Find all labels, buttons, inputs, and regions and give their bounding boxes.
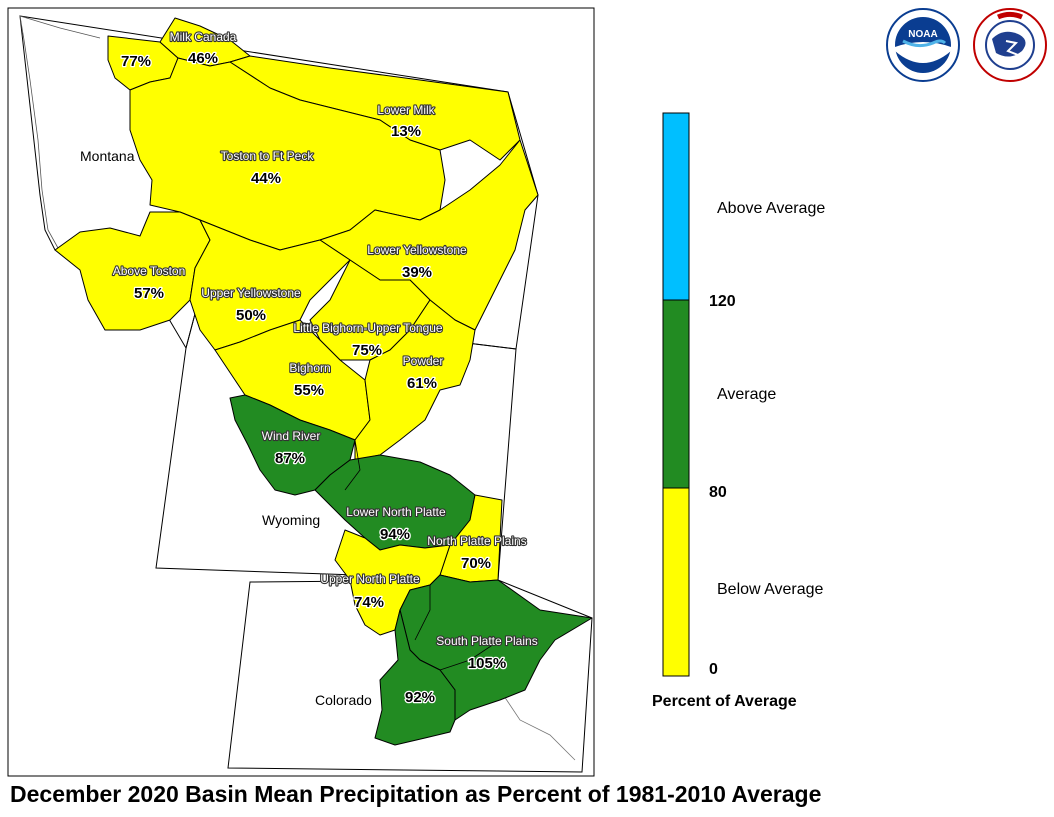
basin-pct-little-bighorn: 75%: [352, 342, 382, 359]
basin-pct-south-platte-plains: 105%: [468, 655, 506, 672]
legend-label-average: Average: [717, 386, 776, 403]
basin-pct-lower-yellowstone: 39%: [402, 264, 432, 281]
legend-break-120: 120: [709, 293, 736, 310]
basin-name-lower-milk: Lower Milk: [377, 103, 435, 117]
legend-break-80: 80: [709, 484, 727, 501]
basin-name-milk-canada: Milk Canada: [170, 30, 237, 44]
basin-name-upper-north-platte: Upper North Platte: [320, 572, 420, 586]
basin-name-north-platte-plains: North Platte Plains: [427, 534, 526, 548]
noaa-logo-text: NOAA: [908, 29, 937, 40]
basin-name-toston-ft-peck: Toston to Ft Peck: [221, 149, 315, 163]
basin-labels: 77% Milk Canada 46% Lower Milk 13% Tosto…: [112, 29, 539, 707]
state-label-montana: Montana: [80, 148, 135, 164]
basin-pct-lower-north-platte: 94%: [380, 526, 410, 543]
basin-pct-upper-north-platte: 74%: [354, 594, 384, 611]
basin-pct-above-toston: 57%: [134, 285, 164, 302]
montana-detail: [19, 15, 101, 249]
nws-logo: [973, 8, 1047, 82]
basin-pct-bighorn: 55%: [294, 382, 324, 399]
basin-powder[interactable]: [354, 299, 476, 461]
basin-pct-upper-yellowstone: 50%: [236, 307, 266, 324]
legend-swatch-above: [662, 112, 690, 301]
noaa-logo: NOAA: [886, 8, 960, 82]
legend-break-0: 0: [709, 661, 718, 678]
basin-name-lower-north-platte: Lower North Platte: [346, 505, 446, 519]
basin-pct-powder: 61%: [407, 375, 437, 392]
basin-pct-toston-ft-peck: 44%: [251, 170, 281, 187]
basin-pct-north-platte-plains: 70%: [461, 555, 491, 572]
state-label-colorado: Colorado: [315, 692, 372, 708]
nws-logo-ring: [997, 12, 1023, 20]
state-label-wyoming: Wyoming: [262, 512, 320, 528]
legend-title: Percent of Average: [652, 693, 797, 710]
legend-swatch-below: [662, 487, 690, 677]
basin-name-bighorn: Bighorn: [289, 361, 330, 375]
legend-label-above: Above Average: [717, 200, 825, 217]
basin-pct-milk-canada-west: 77%: [121, 53, 151, 70]
basin-name-south-platte-plains: South Platte Plains: [436, 634, 537, 648]
legend-swatch-average: [662, 299, 690, 489]
basin-name-upper-yellowstone: Upper Yellowstone: [201, 286, 301, 300]
basin-name-lower-yellowstone: Lower Yellowstone: [367, 243, 467, 257]
basin-pct-wind-river: 87%: [275, 450, 305, 467]
sub-basin-lines: [344, 439, 501, 671]
basin-pct-south-platte-mountains: 92%: [405, 689, 435, 706]
basins: [54, 17, 593, 746]
basin-south-platte-mountains[interactable]: [374, 609, 456, 746]
basin-pct-lower-milk: 13%: [391, 123, 421, 140]
basin-name-above-toston: Above Toston: [113, 264, 186, 278]
legend-label-below: Below Average: [717, 581, 824, 598]
basin-pct-milk-canada: 46%: [188, 50, 218, 67]
basin-name-wind-river: Wind River: [262, 429, 321, 443]
map-title: December 2020 Basin Mean Precipitation a…: [10, 781, 822, 807]
colorado-unshaded-fringe: [499, 689, 576, 761]
legend: Above Average Average Below Average 120 …: [652, 112, 825, 710]
basin-name-little-bighorn: Little Bighorn-Upper Tongue: [293, 321, 443, 335]
basin-name-powder: Powder: [403, 354, 444, 368]
